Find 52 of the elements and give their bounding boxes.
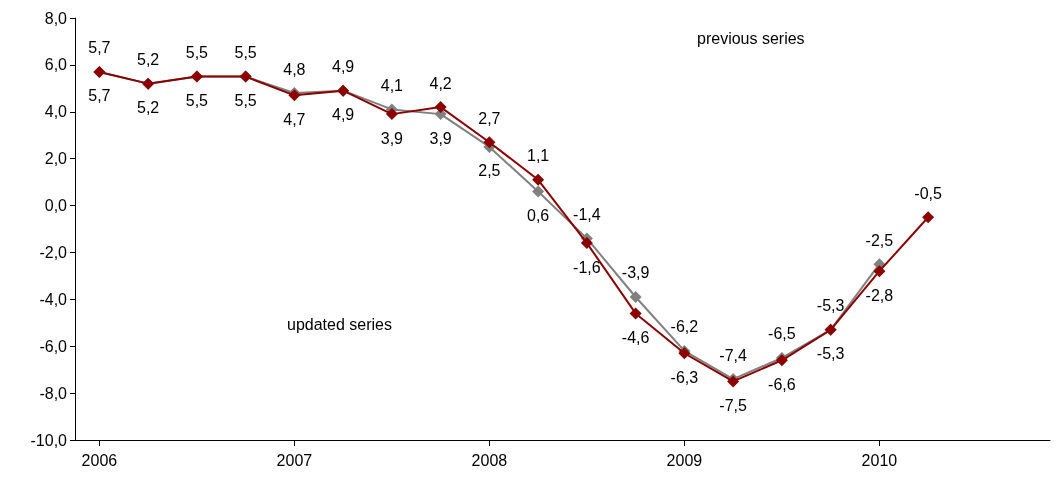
annotation: previous series xyxy=(697,29,805,47)
y-tick-label: -4,0 xyxy=(39,290,68,308)
data-label: -6,2 xyxy=(670,318,699,336)
data-label: -5,3 xyxy=(816,345,845,363)
y-tick-label: 6,0 xyxy=(44,56,68,74)
data-label: 4,2 xyxy=(429,74,452,92)
y-tick-label: 8,0 xyxy=(44,9,68,27)
data-label: -5,3 xyxy=(816,297,845,315)
data-label: 5,5 xyxy=(185,92,209,110)
data-label: 1,1 xyxy=(527,147,550,165)
data-label: -1,4 xyxy=(573,205,601,223)
data-label: -7,4 xyxy=(719,346,748,364)
annotation: updated series xyxy=(287,315,392,333)
data-label: -4,6 xyxy=(621,328,650,346)
data-label: -2,5 xyxy=(865,231,894,249)
x-tick-label: 2009 xyxy=(666,451,703,469)
data-label: 4,9 xyxy=(332,106,355,124)
y-tick-label: 2,0 xyxy=(44,150,68,168)
data-label: 5,7 xyxy=(88,87,111,105)
data-label: 4,7 xyxy=(283,110,306,128)
data-label: 3,9 xyxy=(429,129,452,147)
data-label: -1,6 xyxy=(573,258,601,276)
y-tick-label: 0,0 xyxy=(44,197,68,215)
data-label: -0,5 xyxy=(914,184,943,202)
data-label: 5,5 xyxy=(234,92,257,110)
data-label: 2,5 xyxy=(478,162,501,180)
data-label: -6,5 xyxy=(768,325,796,343)
data-label: -2,8 xyxy=(865,286,894,304)
x-tick-label: 2006 xyxy=(81,451,118,469)
data-label: 4,1 xyxy=(380,76,404,94)
y-tick-label: -10,0 xyxy=(30,431,68,449)
data-label: 4,9 xyxy=(332,58,355,76)
data-label: 2,7 xyxy=(478,109,501,127)
data-label: 5,2 xyxy=(137,99,160,117)
y-tick-label: -8,0 xyxy=(39,384,68,402)
data-label: 4,8 xyxy=(283,60,306,78)
data-label: 5,5 xyxy=(234,44,257,62)
data-label: 5,5 xyxy=(185,44,209,62)
x-tick-label: 2007 xyxy=(276,451,313,469)
x-tick-label: 2008 xyxy=(471,451,508,469)
y-tick-label: -2,0 xyxy=(39,243,68,261)
data-label: 5,2 xyxy=(137,51,160,69)
x-tick-label: 2010 xyxy=(861,451,898,469)
y-tick-label: -6,0 xyxy=(39,337,68,355)
data-label: 0,6 xyxy=(527,206,550,224)
data-label: -7,5 xyxy=(719,396,748,414)
data-label: -3,9 xyxy=(621,264,650,282)
data-label: 3,9 xyxy=(380,129,404,147)
data-label: -6,3 xyxy=(670,368,699,386)
data-label: 5,7 xyxy=(88,39,111,57)
y-tick-label: 4,0 xyxy=(44,103,68,121)
data-label: -6,6 xyxy=(768,375,796,393)
